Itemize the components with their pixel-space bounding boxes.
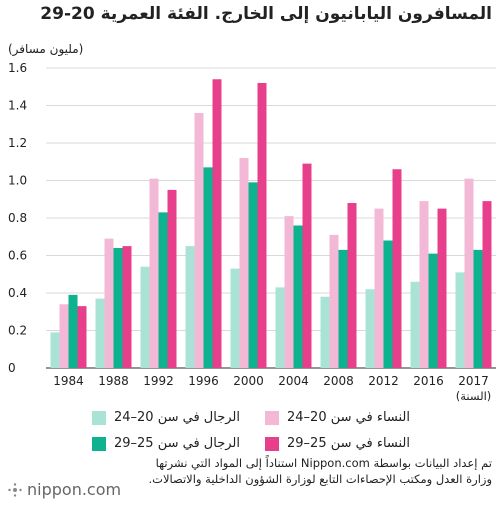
legend-label: النساء في سن 25–29 [287,436,410,451]
y-tick-label: 0.8 [8,211,27,225]
y-tick-label: 1.0 [8,174,27,188]
bar [284,216,294,368]
legend-swatch [91,436,106,451]
bar [473,249,483,368]
bar [167,189,177,368]
legend-item-men-25-29: الرجال في سن 25–29 [91,436,240,451]
bar [320,296,330,368]
bar [185,246,195,368]
legend-swatch [265,410,279,425]
y-tick-label: 0.2 [8,324,27,338]
bar [293,225,303,368]
bar [50,332,60,368]
bar [302,163,312,368]
y-tick-label: 1.6 [8,61,27,75]
bar [248,182,258,368]
bar [212,79,222,368]
nippon-logo-icon [8,482,22,497]
legend-label: النساء في سن 20–24 [287,410,410,425]
x-tick-label: 2016 [413,374,444,388]
bar-chart: 00.20.40.60.81.01.21.41.6 1984 1988 1992 19… [8,61,496,403]
y-tick-label: 0.4 [8,286,27,300]
bar [482,201,492,368]
source-line: وزارة العدل ومكتب الإحصاءات التابع لوزار… [148,472,492,486]
bar [365,289,375,368]
y-tick-label: 0.6 [8,249,27,263]
y-axis-unit: (مليون مسافر) [8,42,84,56]
bar [410,281,420,368]
bar [437,208,447,368]
bar [329,234,339,368]
legend-item-men-20-24: الرجال في سن 20–24 [91,410,240,425]
bar [428,253,438,368]
bar [464,178,474,368]
bar [338,249,348,368]
bar [113,248,123,368]
bar [419,201,429,368]
bar [203,167,213,368]
x-tick-label: 1996 [188,374,219,388]
legend-label: الرجال في سن 25–29 [113,436,240,451]
bar [374,208,384,368]
legend-item-women-25-29: النساء في سن 25–29 [265,436,410,451]
bar [275,287,285,368]
nippon-logo[interactable]: nippon.com [8,480,121,499]
logo-text: nippon.com [27,480,122,499]
y-tick-label: 1.4 [8,99,27,113]
bar [68,294,78,368]
x-tick-label: 2017 [458,374,489,388]
bar [455,272,465,368]
legend-swatch [265,436,279,451]
x-tick-label: 2004 [278,374,309,388]
bar [239,158,249,368]
x-tick-label: 2008 [323,374,354,388]
bar [347,203,357,368]
bar [383,240,393,368]
bar [104,238,114,368]
y-tick-label: 1.2 [8,136,27,150]
source-note: تم إعداد البيانات بواسطة Nippon.com استن… [132,455,492,487]
x-tick-label: 2012 [368,374,399,388]
bar [230,268,240,368]
x-tick-label: 2000 [233,374,264,388]
x-tick-label: 1992 [143,374,174,388]
bar [140,266,150,368]
x-tick-labels: 1984 1988 1992 1996 2000 2004 2008 2012 2016 2017 [53,374,489,388]
bar [194,113,204,368]
x-tick-label: 1988 [98,374,129,388]
bar [392,169,402,368]
chart-title: المسافرون اليابانيون إلى الخارج. الفئة ا… [40,4,492,24]
y-tick-label: 0 [8,361,16,375]
legend-item-women-20-24: النساء في سن 20–24 [265,410,410,425]
x-tick-label: 1984 [53,374,84,388]
bars [50,79,492,368]
x-axis-label: (السنة) [456,389,492,403]
legend-label: الرجال في سن 20–24 [113,410,240,425]
bar [95,298,105,368]
source-line: تم إعداد البيانات بواسطة Nippon.com استن… [155,456,492,470]
legend-swatch [91,410,106,425]
bar [158,212,168,368]
y-tick-labels: 0 0.2 0.4 0.6 0.8 1.0 1.2 1.4 1.6 [8,61,27,375]
bar [149,178,159,368]
bar [122,246,132,368]
bar [257,83,267,368]
bar [77,306,87,368]
bar [59,304,69,368]
